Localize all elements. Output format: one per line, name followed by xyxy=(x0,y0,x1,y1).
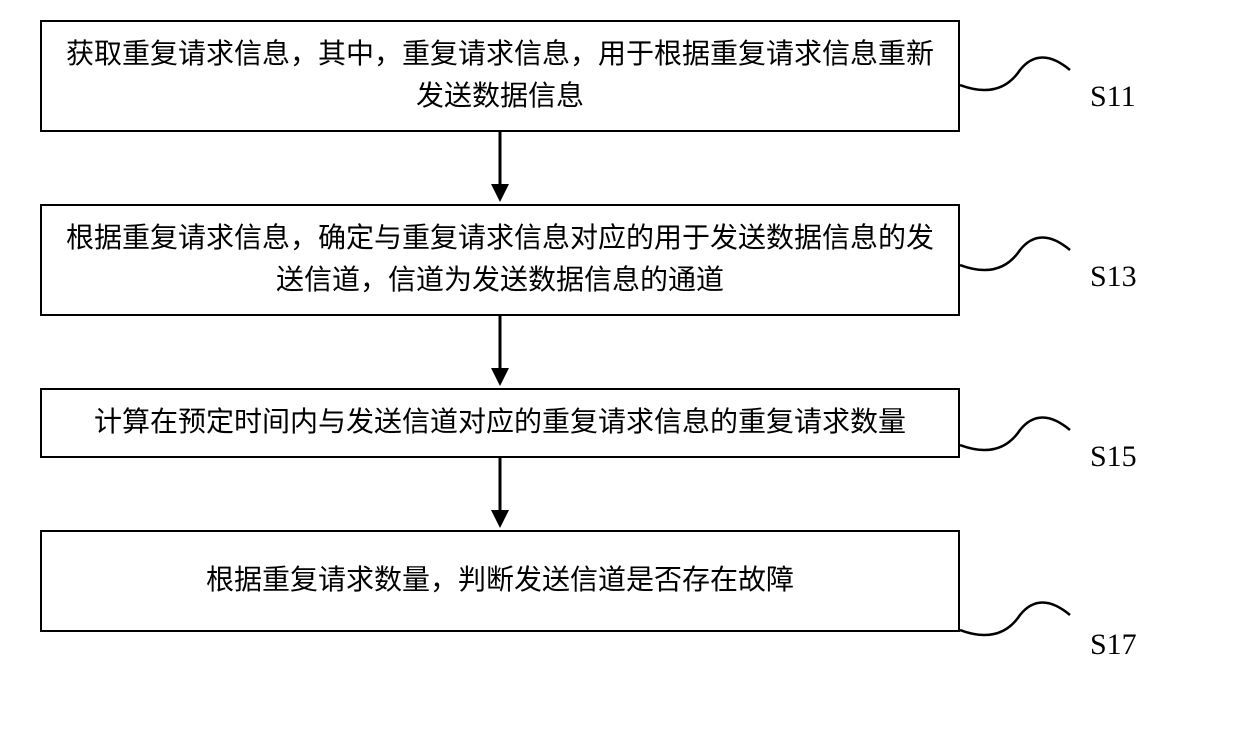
flow-step-s15: 计算在预定时间内与发送信道对应的重复请求信息的重复请求数量 xyxy=(40,388,960,458)
step-text: 计算在预定时间内与发送信道对应的重复请求信息的重复请求数量 xyxy=(94,407,906,438)
step-label-s17: S17 xyxy=(1090,628,1137,662)
step-text: 获取重复请求信息，其中，重复请求信息，用于根据重复请求信息重新发送数据信息 xyxy=(66,39,934,112)
connector-curve-s17 xyxy=(960,595,1080,665)
flow-step-s11: 获取重复请求信息，其中，重复请求信息，用于根据重复请求信息重新发送数据信息 xyxy=(40,20,960,132)
flow-step-s17: 根据重复请求数量，判断发送信道是否存在故障 xyxy=(40,530,960,632)
arrow-s13-s15 xyxy=(40,316,960,388)
step-text: 根据重复请求信息，确定与重复请求信息对应的用于发送数据信息的发送信道，信道为发送… xyxy=(66,223,934,296)
flow-step-s13: 根据重复请求信息，确定与重复请求信息对应的用于发送数据信息的发送信道，信道为发送… xyxy=(40,204,960,316)
arrow-s11-s13 xyxy=(40,132,960,204)
step-label-s13: S13 xyxy=(1090,260,1137,294)
arrow-s15-s17 xyxy=(40,458,960,530)
connector-curve-s11 xyxy=(960,50,1080,120)
step-label-s15: S15 xyxy=(1090,440,1137,474)
connector-curve-s15 xyxy=(960,410,1080,480)
connector-curve-s13 xyxy=(960,230,1080,300)
flowchart-container: 获取重复请求信息，其中，重复请求信息，用于根据重复请求信息重新发送数据信息 S1… xyxy=(40,20,1200,632)
step-label-s11: S11 xyxy=(1090,80,1136,114)
step-text: 根据重复请求数量，判断发送信道是否存在故障 xyxy=(206,565,794,596)
